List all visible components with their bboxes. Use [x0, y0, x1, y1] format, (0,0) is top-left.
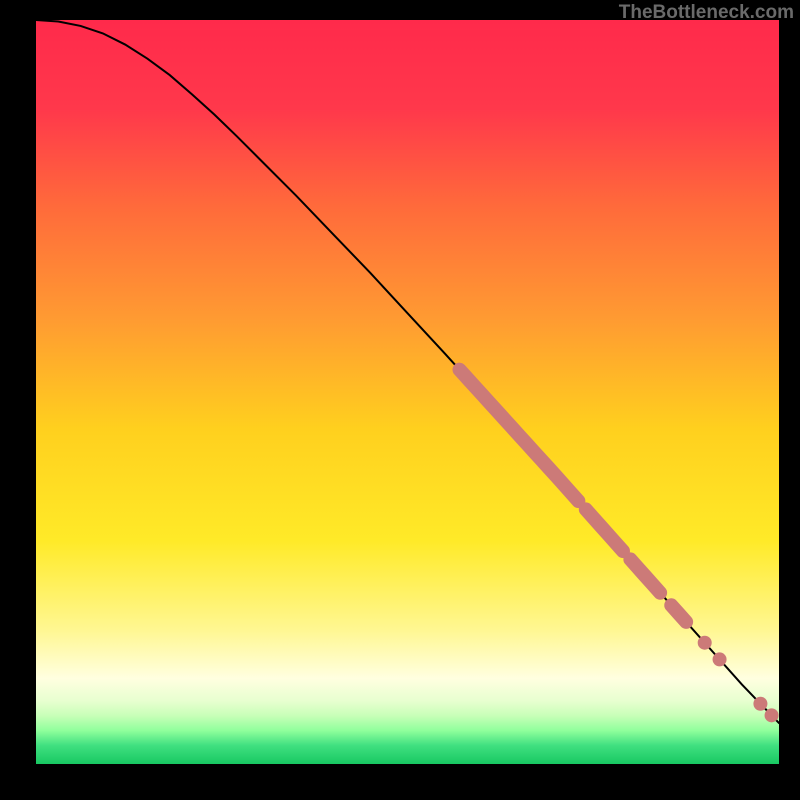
marker-dot — [698, 636, 712, 650]
marker-dot — [765, 708, 779, 722]
chart-frame: TheBottleneck.com — [0, 0, 800, 800]
chart-svg — [36, 20, 779, 764]
marker-dot — [753, 697, 767, 711]
watermark-text: TheBottleneck.com — [619, 2, 794, 24]
gradient-background — [36, 20, 779, 764]
plot-area — [36, 20, 779, 764]
marker-dot — [713, 652, 727, 666]
